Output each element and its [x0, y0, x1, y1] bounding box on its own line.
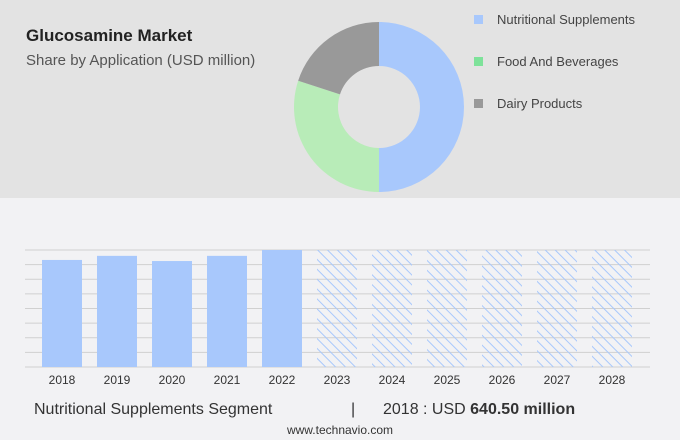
legend-item-food-and-beverages: Food And Beverages — [474, 54, 618, 69]
x-tick-label: 2026 — [489, 373, 516, 387]
forecast-bar-2023 — [317, 250, 357, 367]
x-tick-label: 2024 — [379, 373, 406, 387]
source-url: www.technavio.com — [286, 423, 394, 437]
bar-2022 — [262, 250, 302, 367]
chart-title: Glucosamine Market — [26, 26, 193, 45]
donut-slice-food-and-beverages — [294, 80, 379, 192]
bar-chart: 2018 2019 2020 2021 2022 2023 2024 2025 2026 2027… — [25, 249, 650, 387]
legend-swatch — [474, 15, 483, 25]
legend-swatch — [474, 57, 483, 67]
x-tick-label: 2018 — [49, 373, 76, 387]
value-amount: 640.50 million — [470, 401, 576, 418]
forecast-bar-2025 — [427, 250, 467, 367]
x-tick-label: 2028 — [599, 373, 626, 387]
x-tick-label: 2025 — [434, 373, 461, 387]
separator: | — [351, 401, 356, 418]
forecast-bar-2024 — [372, 250, 412, 367]
donut-slice-nutritional-supplements — [379, 22, 464, 192]
legend-label: Food And Beverages — [497, 54, 619, 69]
donut-chart — [294, 22, 464, 192]
forecast-bar-2027 — [537, 250, 577, 367]
x-tick-label: 2020 — [159, 373, 186, 387]
legend-swatch — [474, 99, 483, 109]
footer: Nutritional Supplements Segment | 2018 :… — [34, 401, 674, 421]
x-tick-label: 2021 — [214, 373, 241, 387]
bar-2019 — [97, 255, 137, 367]
bar-2021 — [207, 255, 247, 367]
segment-label: Nutritional Supplements Segment — [34, 401, 273, 418]
legend-item-nutritional-supplements: Nutritional Supplements — [474, 12, 635, 27]
donut-slice-dairy-products — [298, 22, 379, 95]
bar-2018 — [42, 259, 82, 367]
bar-2020 — [152, 261, 192, 367]
x-tick-label: 2023 — [324, 373, 351, 387]
legend-item-dairy-products: Dairy Products — [474, 96, 582, 111]
segment-value: 2018 : USD 640.50 million — [383, 401, 575, 419]
chart-subtitle: Share by Application (USD million) — [26, 52, 256, 69]
forecast-bar-2026 — [482, 250, 522, 367]
x-tick-label: 2019 — [104, 373, 131, 387]
legend-label: Dairy Products — [497, 96, 583, 111]
x-tick-label: 2022 — [269, 373, 296, 387]
legend-label: Nutritional Supplements — [497, 12, 636, 27]
forecast-bar-2028 — [592, 250, 632, 367]
year-label: 2018 : USD — [383, 401, 471, 418]
x-tick-label: 2027 — [544, 373, 571, 387]
